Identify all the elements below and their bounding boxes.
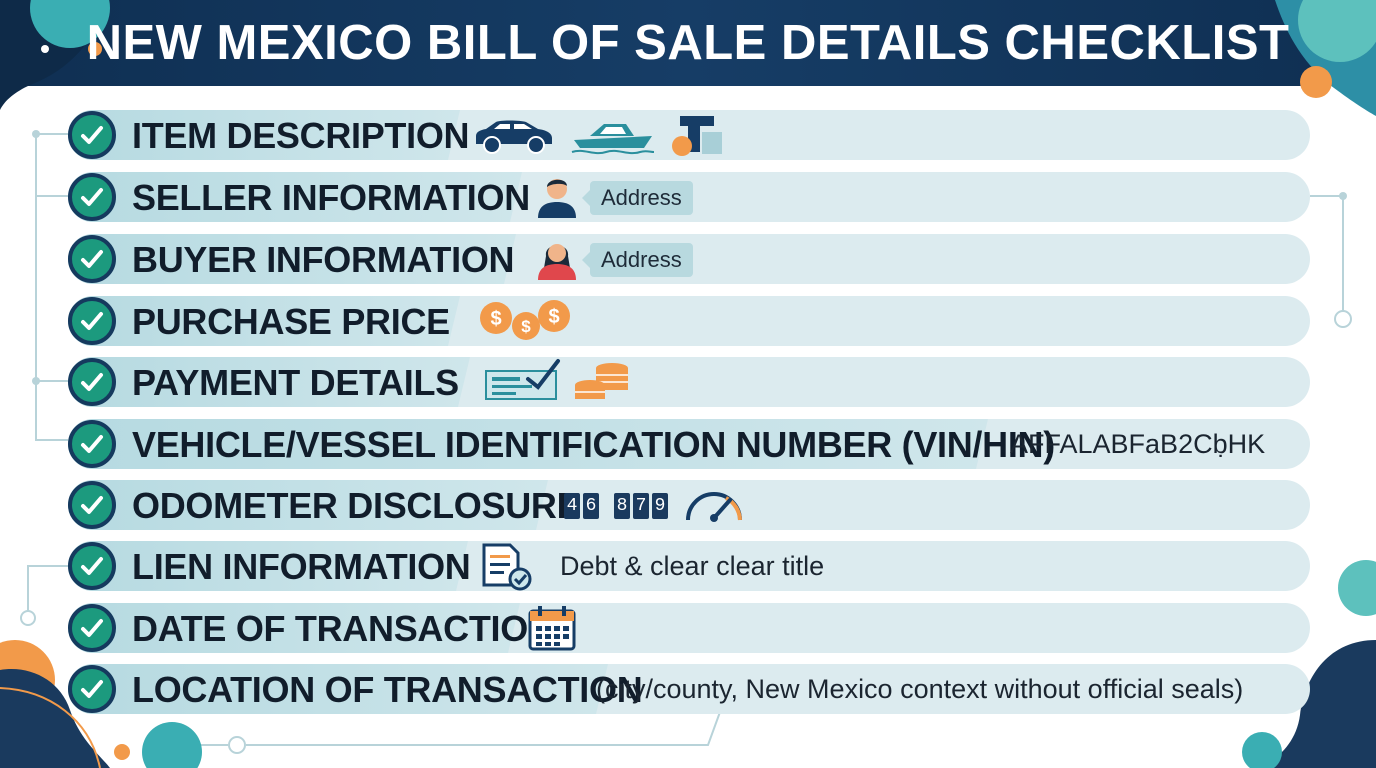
label-band [68, 419, 988, 469]
checklist-row-seller-information: SELLER INFORMATION Address [68, 172, 1310, 222]
label-band [68, 234, 516, 284]
check-icon [68, 358, 116, 406]
label-band [68, 296, 460, 346]
odometer-digit: 4 [564, 493, 580, 519]
row-label: ITEM DESCRIPTION [132, 115, 470, 156]
right-connector-lines [1310, 195, 1344, 318]
odometer-digit: 8 [614, 493, 630, 519]
svg-text:$: $ [548, 306, 559, 328]
label-band [68, 110, 460, 160]
check-payment-icon [485, 359, 560, 400]
svg-text:$: $ [521, 317, 531, 336]
checklist-row-purchase-price: PURCHASE PRICE $ $ $ [68, 296, 1310, 346]
checklist-row-date-of-transaction: DATE OF TRANSACTION [68, 603, 1310, 653]
male-person-icon [538, 179, 576, 218]
check-icon [68, 542, 116, 590]
lower-left-connector [27, 565, 68, 618]
label-band [68, 357, 470, 407]
svg-text:$: $ [490, 308, 501, 330]
odometer-digit: 6 [583, 493, 599, 519]
right-connector-ring [1334, 310, 1352, 328]
equipment-icon [672, 116, 722, 156]
row-label: BUYER INFORMATION [132, 239, 515, 280]
odometer-digits-group-1: 4 6 [564, 493, 599, 519]
bottom-left-orange-circle [0, 640, 55, 720]
car-icon [476, 120, 552, 154]
check-icon [68, 604, 116, 652]
checklist-row-vin-hin: VEHICLE/VESSEL IDENTIFICATION NUMBER (VI… [68, 419, 1310, 469]
odometer-digit: 9 [652, 493, 668, 519]
left-connector-node [32, 130, 40, 138]
odometer-digits-group-2: 8 7 9 [614, 493, 668, 519]
check-icon [68, 481, 116, 529]
address-tag: Address [582, 243, 693, 277]
left-connector-node-2 [32, 377, 40, 385]
check-icon [68, 420, 116, 468]
lien-status-text: Debt & clear clear title [560, 551, 825, 581]
checklist-row-item-description: ITEM DESCRIPTION [68, 110, 1310, 160]
label-band [68, 541, 468, 591]
header-banner [0, 0, 1376, 86]
bottom-right-teal-circle [1338, 560, 1376, 616]
row-label: LIEN INFORMATION [132, 546, 471, 587]
bottom-connector [150, 711, 721, 746]
address-tag: Address [582, 181, 693, 215]
check-icon [68, 235, 116, 283]
label-band [68, 603, 520, 653]
row-label: PAYMENT DETAILS [132, 362, 459, 403]
odometer-digit: 7 [633, 493, 649, 519]
bottom-left-teal-circle [142, 722, 202, 768]
row-label: PURCHASE PRICE [132, 301, 450, 342]
vin-value: AFFALABFaB2CḅHK [1010, 429, 1266, 459]
row-label: SELLER INFORMATION [132, 177, 530, 218]
row-label: DATE OF TRANSACTION [132, 608, 554, 649]
bottom-right-teal-dot [1242, 732, 1282, 768]
label-band [68, 172, 522, 222]
checklist-row-location-of-transaction: LOCATION OF TRANSACTION (city/county, Ne… [68, 664, 1310, 714]
calendar-icon [528, 606, 576, 651]
row-label: ODOMETER DISCLOSURE [132, 485, 581, 526]
bottom-connector-ring [228, 736, 246, 754]
checklist-row-odometer-disclosure: ODOMETER DISCLOSURE 4 6 8 7 9 [68, 480, 1310, 530]
bottom-left-dot [114, 744, 130, 760]
check-icon [68, 173, 116, 221]
row-label: LOCATION OF TRANSACTION [132, 669, 643, 710]
row-label: VEHICLE/VESSEL IDENTIFICATION NUMBER (VI… [132, 424, 1055, 465]
document-check-icon [482, 543, 532, 591]
location-note: (city/county, New Mexico context without… [596, 674, 1244, 704]
checklist-row-buyer-information: BUYER INFORMATION Address [68, 234, 1310, 284]
checklist-row-payment-details: PAYMENT DETAILS [68, 357, 1310, 407]
check-icon [68, 665, 116, 713]
boat-icon [571, 124, 655, 155]
dollar-coins-icon: $ $ $ [480, 300, 570, 340]
left-connector-lines [35, 133, 68, 441]
check-icon [68, 111, 116, 159]
lower-left-node [20, 610, 36, 626]
checklist-row-lien-information: LIEN INFORMATION Debt & clear clear titl… [68, 541, 1310, 591]
right-connector-node [1339, 192, 1347, 200]
check-icon [68, 297, 116, 345]
speedometer-icon [686, 492, 742, 522]
coin-stack-icon [575, 363, 628, 399]
female-person-icon [538, 244, 576, 280]
label-band [68, 664, 608, 714]
page-title: NEW MEXICO BILL OF SALE DETAILS CHECKLIS… [86, 16, 1290, 70]
label-band [68, 480, 548, 530]
